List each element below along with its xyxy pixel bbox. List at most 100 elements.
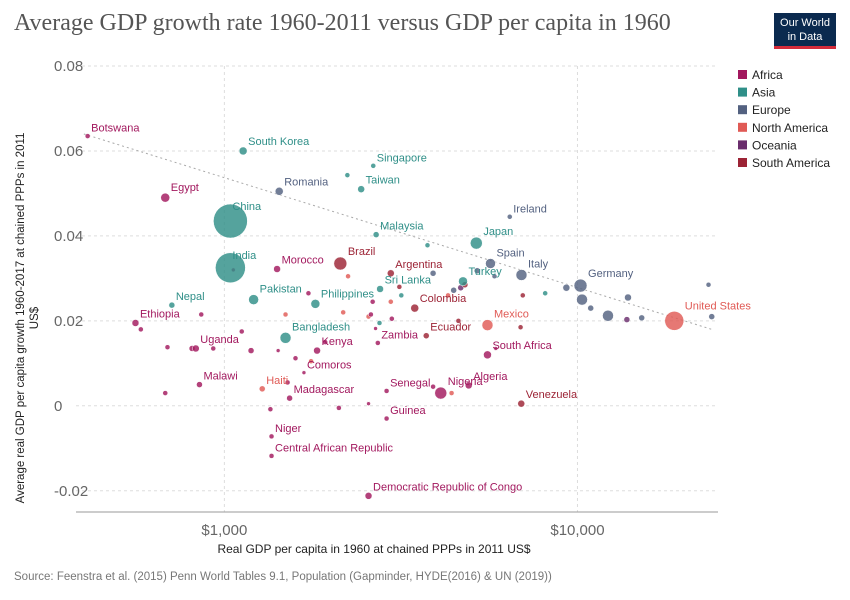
legend-swatch-asia[interactable] bbox=[738, 87, 747, 97]
point-pakistan[interactable] bbox=[248, 294, 259, 305]
data-point[interactable] bbox=[373, 326, 378, 331]
point-bangladesh[interactable] bbox=[279, 332, 292, 344]
data-point[interactable] bbox=[623, 316, 631, 323]
data-point[interactable] bbox=[587, 304, 594, 312]
point-malawi[interactable] bbox=[196, 381, 203, 388]
point-venezuela[interactable] bbox=[517, 399, 525, 408]
point-algeria[interactable] bbox=[464, 381, 473, 390]
data-point[interactable] bbox=[322, 339, 328, 345]
point-united-states[interactable] bbox=[664, 311, 685, 331]
point-india[interactable] bbox=[215, 252, 246, 284]
point-ireland[interactable] bbox=[507, 214, 513, 220]
data-point[interactable] bbox=[336, 405, 342, 411]
point-nigeria[interactable] bbox=[434, 386, 448, 400]
point-morocco[interactable] bbox=[273, 265, 281, 273]
data-point[interactable] bbox=[517, 324, 524, 330]
data-point[interactable] bbox=[275, 348, 281, 353]
point-nepal[interactable] bbox=[168, 301, 176, 309]
point-china[interactable] bbox=[213, 203, 248, 239]
data-point[interactable] bbox=[429, 270, 437, 277]
data-point[interactable] bbox=[445, 292, 451, 299]
data-point[interactable] bbox=[562, 283, 571, 292]
legend-item-europe[interactable]: Europe bbox=[752, 103, 791, 117]
point-uganda[interactable] bbox=[192, 344, 200, 353]
point-south-korea[interactable] bbox=[238, 146, 248, 156]
point-taiwan[interactable] bbox=[357, 185, 365, 193]
data-point[interactable] bbox=[450, 287, 457, 294]
point-mexico[interactable] bbox=[481, 319, 494, 331]
data-point[interactable] bbox=[369, 298, 376, 305]
point-romania[interactable] bbox=[274, 187, 284, 196]
data-point[interactable] bbox=[308, 358, 314, 364]
point-central-african-republic[interactable] bbox=[268, 453, 275, 459]
data-point[interactable] bbox=[708, 313, 715, 320]
data-point[interactable] bbox=[344, 172, 351, 178]
point-sri-lanka[interactable] bbox=[376, 285, 384, 293]
point-madagascar[interactable] bbox=[286, 394, 293, 402]
data-point[interactable] bbox=[448, 390, 455, 396]
data-point[interactable] bbox=[267, 406, 274, 412]
point-senegal[interactable] bbox=[383, 388, 390, 394]
legend-swatch-oceania[interactable] bbox=[738, 140, 747, 150]
data-point[interactable] bbox=[602, 310, 614, 322]
legend-item-south-america[interactable]: South America bbox=[752, 156, 830, 170]
data-point[interactable] bbox=[366, 401, 371, 406]
point-italy[interactable] bbox=[515, 269, 528, 281]
legend-item-north-america[interactable]: North America bbox=[752, 121, 828, 135]
point-niger[interactable] bbox=[268, 433, 275, 440]
data-point[interactable] bbox=[493, 346, 499, 351]
point-germany[interactable] bbox=[573, 278, 588, 293]
point-brazil[interactable] bbox=[333, 256, 348, 271]
point-comoros[interactable] bbox=[301, 370, 307, 375]
data-point[interactable] bbox=[542, 290, 548, 296]
data-point[interactable] bbox=[164, 344, 171, 350]
point-egypt[interactable] bbox=[160, 192, 170, 203]
data-point[interactable] bbox=[430, 383, 436, 390]
data-point[interactable] bbox=[624, 293, 632, 302]
data-point[interactable] bbox=[398, 292, 405, 299]
data-point[interactable] bbox=[576, 293, 588, 306]
point-malaysia[interactable] bbox=[372, 231, 380, 238]
data-point[interactable] bbox=[388, 298, 394, 305]
legend-item-africa[interactable]: Africa bbox=[752, 68, 783, 82]
data-point[interactable] bbox=[376, 320, 383, 326]
point-spain[interactable] bbox=[485, 258, 496, 269]
legend-swatch-north-america[interactable] bbox=[738, 122, 747, 132]
point-philippines[interactable] bbox=[310, 299, 321, 309]
data-point[interactable] bbox=[638, 314, 645, 322]
point-guinea[interactable] bbox=[383, 415, 390, 422]
point-democratic-republic-of-congo[interactable] bbox=[364, 492, 373, 500]
data-point[interactable] bbox=[473, 267, 481, 274]
point-colombia[interactable] bbox=[410, 303, 419, 313]
data-point[interactable] bbox=[162, 390, 168, 396]
legend-swatch-africa[interactable] bbox=[738, 70, 747, 79]
data-point[interactable] bbox=[396, 284, 403, 290]
data-point[interactable] bbox=[340, 309, 346, 316]
point-zambia[interactable] bbox=[375, 340, 381, 346]
point-singapore[interactable] bbox=[370, 163, 377, 169]
data-point[interactable] bbox=[198, 311, 205, 318]
data-point[interactable] bbox=[247, 347, 255, 354]
owid-logo[interactable]: Our World in Data bbox=[774, 13, 836, 49]
point-argentina[interactable] bbox=[387, 269, 395, 278]
point-haiti[interactable] bbox=[258, 385, 266, 393]
data-point[interactable] bbox=[705, 282, 712, 288]
data-point[interactable] bbox=[292, 355, 299, 361]
point-botswana[interactable] bbox=[84, 133, 91, 139]
point-ecuador[interactable] bbox=[423, 332, 430, 339]
point-south-africa[interactable] bbox=[483, 350, 492, 360]
data-point[interactable] bbox=[239, 328, 245, 335]
data-point[interactable] bbox=[345, 273, 351, 280]
data-point[interactable] bbox=[491, 273, 498, 280]
data-point[interactable] bbox=[389, 315, 395, 322]
data-point[interactable] bbox=[424, 242, 431, 248]
legend-swatch-europe[interactable] bbox=[738, 105, 747, 115]
data-point[interactable] bbox=[305, 290, 312, 296]
point-kenya[interactable] bbox=[313, 346, 321, 355]
point-japan[interactable] bbox=[470, 236, 483, 250]
data-point[interactable] bbox=[455, 318, 462, 324]
data-point[interactable] bbox=[368, 311, 374, 318]
point-ethiopia[interactable] bbox=[131, 319, 140, 327]
data-point[interactable] bbox=[210, 345, 217, 352]
data-point[interactable] bbox=[520, 292, 526, 299]
